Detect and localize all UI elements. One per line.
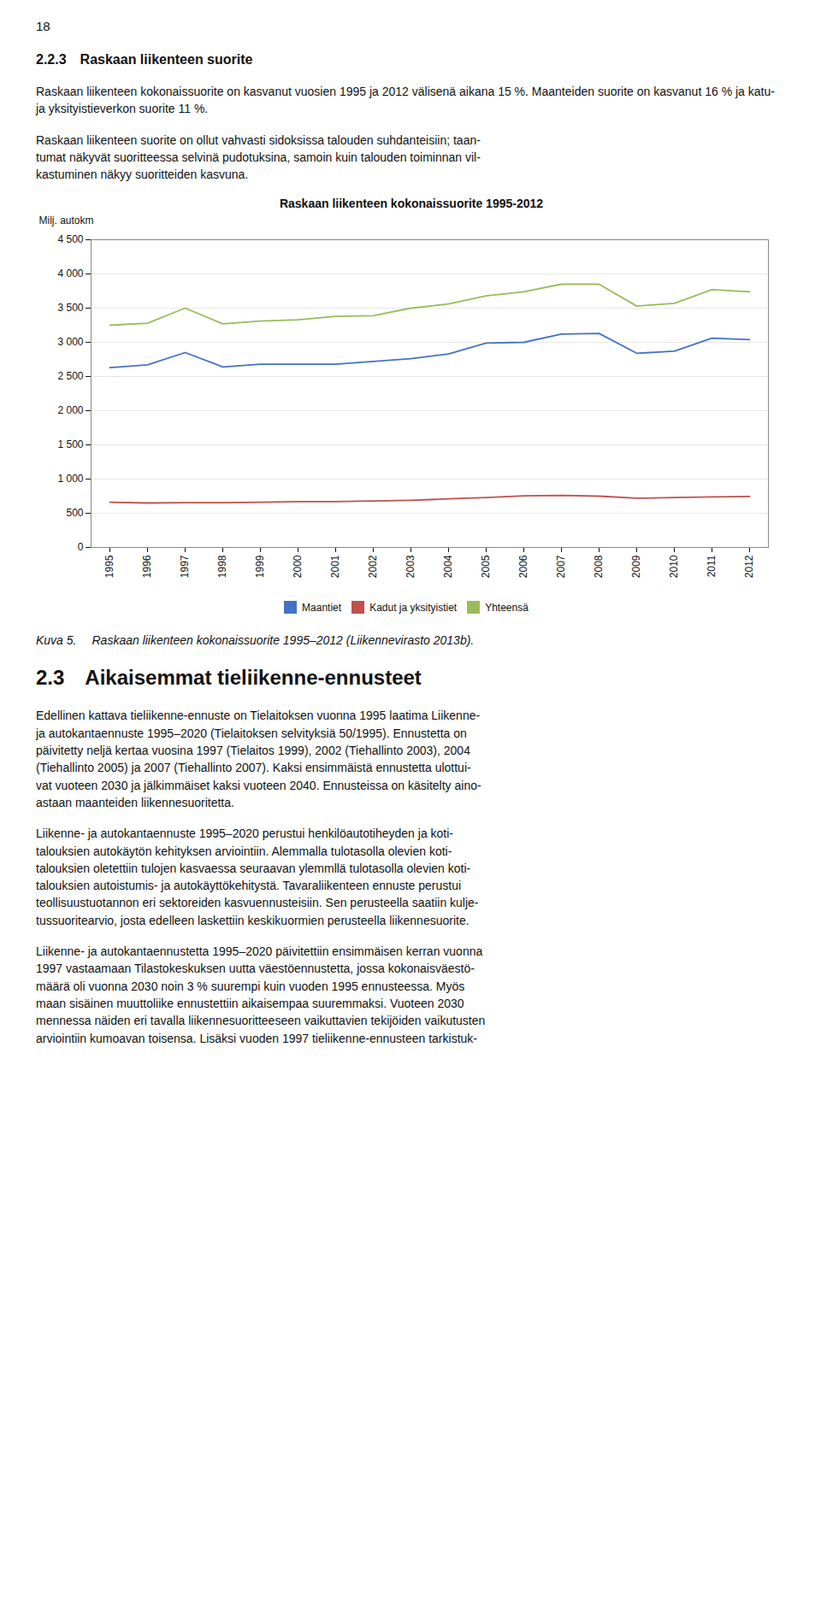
svg-text:2002: 2002 <box>366 555 379 579</box>
svg-text:2000: 2000 <box>291 555 304 579</box>
svg-text:2011: 2011 <box>705 555 718 579</box>
svg-text:2012: 2012 <box>743 555 756 579</box>
svg-text:0: 0 <box>77 542 84 555</box>
svg-text:1999: 1999 <box>253 555 266 579</box>
svg-text:1 500: 1 500 <box>57 439 83 452</box>
html-text:2.2.3 Raskaan liikenteen suori: 2.2.3 Raskaan liikenteen suorite <box>35 52 253 67</box>
svg-text:1 000: 1 000 <box>57 473 83 486</box>
html-text:Maantiet: Maantiet <box>301 602 342 615</box>
html-text:Raskaan liikenteen kokonaissuo: Raskaan liikenteen kokonaissuorite on ka… <box>35 84 775 116</box>
svg-text:2001: 2001 <box>329 555 342 579</box>
html-text:Liikenne- ja autokantaennustet: Liikenne- ja autokantaennustetta 1995–20… <box>35 945 486 1046</box>
svg-text:2 500: 2 500 <box>57 371 83 384</box>
html-text:Edellinen kattava tieliikenne-: Edellinen kattava tieliikenne-ennuste on… <box>35 709 482 810</box>
svg-text:4 500: 4 500 <box>57 234 83 247</box>
html-text:18: 18 <box>35 18 51 34</box>
svg-text:2006: 2006 <box>517 555 530 579</box>
svg-text:2007: 2007 <box>555 555 568 579</box>
svg-text:1997: 1997 <box>178 555 191 579</box>
svg-text:3 500: 3 500 <box>57 302 83 315</box>
html-text:Yhteensä: Yhteensä <box>485 602 529 615</box>
svg-text:2004: 2004 <box>442 555 455 579</box>
svg-text:3 000: 3 000 <box>57 336 83 349</box>
svg-text:1995: 1995 <box>103 555 116 579</box>
svg-text:2 000: 2 000 <box>57 405 83 418</box>
html-text:Raskaan liikenteen kokonaissuo: Raskaan liikenteen kokonaissuorite 1995-… <box>279 197 544 211</box>
svg-text:2008: 2008 <box>592 555 605 579</box>
svg-text:500: 500 <box>65 507 83 520</box>
svg-text:1998: 1998 <box>216 555 229 579</box>
html-text:Raskaan liikenteen kokonaissuo: Raskaan liikenteen kokonaissuorite 1995–… <box>91 634 474 648</box>
html-text:Kadut ja yksityistiet: Kadut ja yksityistiet <box>369 602 457 615</box>
svg-text:2003: 2003 <box>404 555 417 579</box>
html-text:Kuva 5.: Kuva 5. <box>35 634 77 648</box>
svg-text:2005: 2005 <box>479 555 492 579</box>
html-text:2.3 Aikaisemmat tieliikenne-en: 2.3 Aikaisemmat tieliikenne-ennusteet <box>35 666 422 690</box>
svg-text:2010: 2010 <box>667 555 680 579</box>
svg-text:4 000: 4 000 <box>57 268 83 281</box>
html-text:Liikenne- ja autokantaennuste: Liikenne- ja autokantaennuste 1995–2020 … <box>35 827 479 928</box>
svg-text:Milj. autokm: Milj. autokm <box>39 215 95 228</box>
html-text:Raskaan liikenteen suorite on: Raskaan liikenteen suorite on ollut vahv… <box>35 133 481 182</box>
svg-text:1996: 1996 <box>141 555 154 579</box>
svg-text:2009: 2009 <box>630 555 643 579</box>
